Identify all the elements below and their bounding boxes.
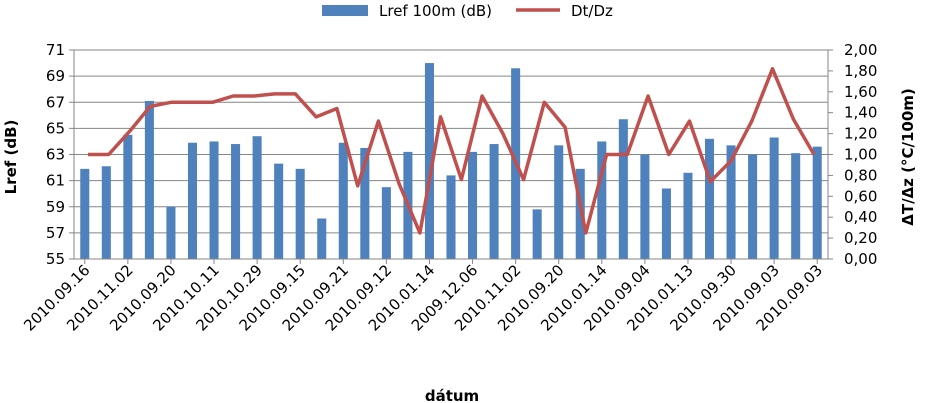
bar — [231, 144, 241, 259]
bar — [532, 209, 542, 259]
legend-swatch-lref — [322, 5, 368, 16]
bar — [597, 141, 607, 259]
bar-series — [80, 63, 822, 259]
bar — [274, 163, 284, 259]
y-tick-label: 57 — [46, 224, 65, 242]
line-series — [88, 67, 816, 235]
bar — [726, 145, 736, 259]
y2-axis-title: ΔT/Δz (°C/100m) — [899, 88, 917, 226]
y2-tick-label: 0,20 — [844, 229, 877, 247]
bar — [468, 151, 478, 259]
y-tick-label: 59 — [46, 198, 65, 216]
y2-tick-label: 1,40 — [844, 104, 877, 122]
bar — [446, 175, 456, 259]
y-tick-label: 55 — [46, 250, 65, 268]
y2-tick-label: 1,60 — [844, 83, 877, 101]
bar — [748, 154, 758, 259]
legend-label-lref: Lref 100m (dB) — [379, 2, 492, 20]
bar — [144, 100, 154, 259]
bar — [812, 146, 822, 259]
legend-label-dtdz: Dt/Dz — [571, 2, 613, 20]
bar — [381, 187, 391, 259]
left-axis-ticks: 55 57 59 61 63 65 67 69 71 — [46, 41, 74, 268]
bar — [424, 63, 434, 259]
bar — [80, 168, 90, 259]
bar — [704, 138, 715, 259]
bar — [791, 153, 801, 259]
y2-tick-label: 1,20 — [844, 125, 877, 143]
bar — [489, 144, 499, 259]
bar — [338, 142, 348, 259]
bar — [317, 218, 327, 259]
bar — [187, 142, 198, 259]
y-tick-label: 65 — [46, 119, 65, 137]
bar — [640, 154, 650, 259]
legend: Lref 100m (dB) Dt/Dz — [322, 2, 613, 20]
y-axis-title: Lref (dB) — [2, 120, 20, 195]
right-axis-ticks: 0,00 0,20 0,40 0,60 0,80 1,00 1,20 1,40 1,60 1,80… — [828, 41, 877, 268]
bar — [618, 119, 628, 259]
y-tick-label: 67 — [46, 93, 65, 111]
y2-tick-label: 0,80 — [844, 166, 877, 184]
x-axis-title: dátum — [425, 387, 479, 403]
y2-tick-label: 0,60 — [844, 187, 877, 205]
bar — [360, 147, 370, 259]
bar — [575, 168, 585, 259]
bar — [683, 172, 693, 259]
bar — [166, 206, 176, 259]
bar — [769, 137, 779, 259]
bar — [123, 134, 133, 259]
series-line — [88, 67, 816, 235]
y2-tick-label: 1,80 — [844, 62, 877, 80]
bar — [101, 166, 111, 259]
bar — [661, 188, 671, 259]
y2-tick-label: 1,00 — [844, 146, 877, 164]
bar — [209, 141, 219, 259]
y-tick-label: 63 — [46, 146, 65, 164]
bar — [252, 136, 262, 259]
y2-tick-label: 2,00 — [844, 41, 877, 59]
y-tick-label: 61 — [46, 172, 65, 190]
bar — [295, 168, 305, 259]
bar — [554, 145, 564, 259]
y-tick-label: 69 — [46, 67, 65, 85]
x-axis-ticks: 2010.09.162010.11.022010.09.202010.10.11… — [20, 259, 826, 335]
y-tick-label: 71 — [46, 41, 65, 59]
y2-tick-label: 0,40 — [844, 208, 877, 226]
y2-tick-label: 0,00 — [844, 250, 877, 268]
